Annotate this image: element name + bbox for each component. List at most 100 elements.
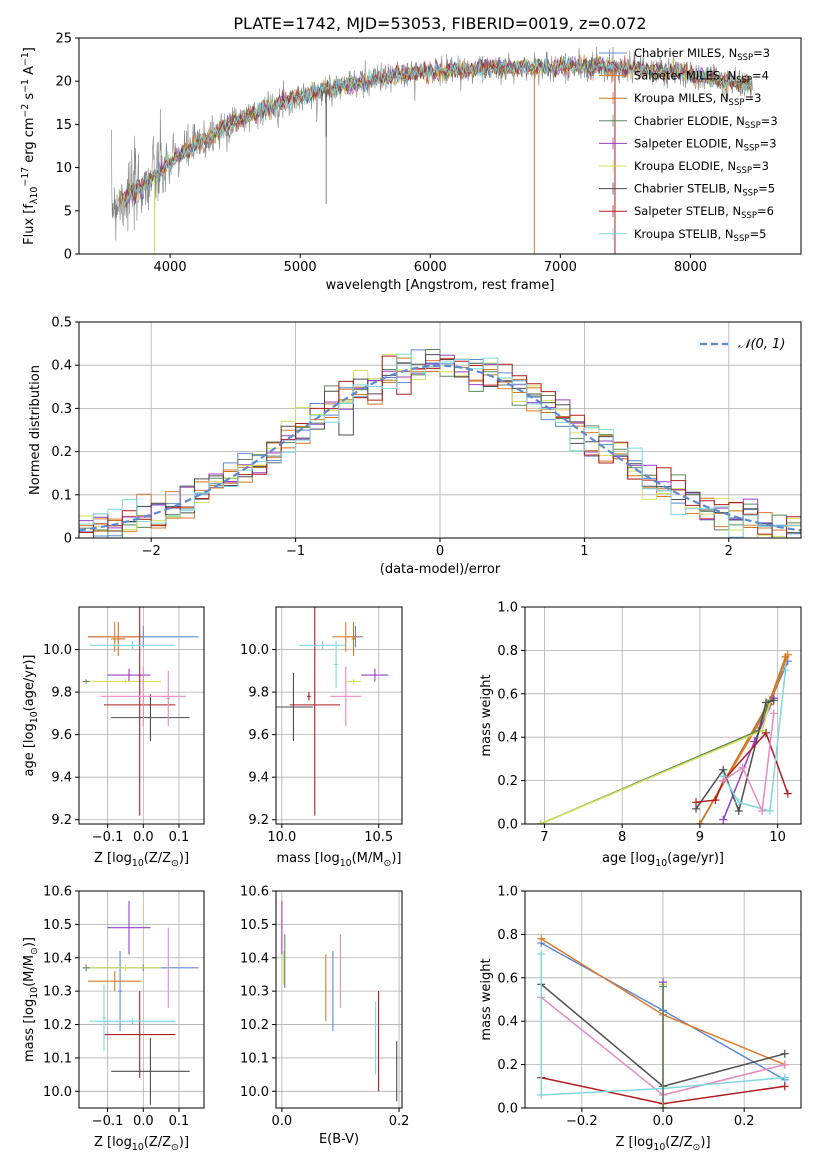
x-tick-label: −1 [286,544,305,559]
series-line [722,669,787,812]
x-axis-label-part: )] [700,1135,710,1150]
histogram-step [79,353,801,538]
series-marker [781,665,790,674]
series-marker [537,934,546,943]
y-tick-label: 0.0 [497,1102,518,1117]
y-tick-label: 10.0 [240,643,269,658]
panel-mass-vs-Z: −0.1 0.0 0.1 10.0 10.1 10.2 10.3 10.4 10.5 10.6 Z … [22,885,205,1153]
series-marker [750,737,759,746]
x-tick-label: 1 [580,544,588,559]
series-marker [762,728,771,737]
legend-label: Chabrier STELIB, NSSP=5 [634,182,775,199]
y-axis-label: Flux [fλ10−17 erg cm−2 s−1 A−1] [20,47,40,245]
y-tick-label: 10.4 [43,951,72,966]
legend-label: Kroupa MILES, NSSP=3 [634,91,761,108]
x-axis-label: mass [log10(M/M⊙)] [277,851,402,869]
series-marker [781,652,790,661]
y-tick-label: 0.2 [497,774,518,789]
y-axis-label-part: A [22,66,37,79]
series-line [699,656,787,824]
series-marker [758,806,767,815]
y-axis-label: mass weight [479,958,494,1040]
x-axis-label-part: (Z/Z [144,851,171,866]
y-axis-label-part: ] [22,47,37,52]
x-axis-label-part: mass [log [277,851,340,866]
y-tick-label: 10.1 [43,1051,72,1066]
panel-weight-vs-Z: −0.2 0.0 0.2 0.0 0.2 0.4 0.6 0.8 1.0 Z [log10(Z/Z… [479,885,802,1153]
legend-sub: SSP [736,76,752,86]
legend-label: Chabrier MILES, NSSP=3 [634,46,770,63]
x-tick-label: −0.1 [92,830,124,845]
x-tick-label: 0 [436,544,444,559]
series-marker [537,949,546,958]
series-marker [780,1060,789,1069]
legend-series-name: Salpeter ELODIE, N [634,136,744,150]
x-axis-label: (data-model)/error [380,562,501,577]
axes-frame [78,37,802,255]
y-axis-label: mass weight [479,674,494,756]
y-tick-label: 9.2 [248,813,269,828]
legend-label: Kroupa STELIB, NSSP=5 [634,227,766,244]
y-tick-label: 10.0 [43,1085,72,1100]
plot-area [79,349,801,538]
legend-series-name: Salpeter MILES, N [634,69,736,83]
y-tick-label: 1.0 [497,601,518,616]
y-axis-label-part: 10 [29,187,40,199]
series-line [722,713,775,814]
series-marker [719,815,728,824]
y-tick-label: 10.0 [43,643,72,658]
y-tick-label: 9.4 [51,771,72,786]
x-tick-label: 0.1 [169,830,190,845]
x-axis-label-part: )] [179,851,189,866]
figure-title: PLATE=1742, MJD=53053, FIBERID=0019, z=0… [233,14,646,33]
x-tick-label: 0.0 [133,830,154,845]
x-axis-label-part: ⊙ [171,1142,179,1153]
series-marker [769,696,778,705]
y-tick-label: 9.8 [51,686,72,701]
x-tick-label: 5000 [284,260,317,275]
x-tick-label: −0.2 [566,1114,598,1129]
legend-label: Salpeter STELIB, NSSP=6 [634,204,774,221]
series-marker [769,709,778,718]
x-tick-label: −0.1 [92,1114,124,1129]
x-tick-label: 10.0 [267,830,296,845]
legend-n: =5 [749,227,766,241]
x-tick-label: 0.1 [169,1114,190,1129]
legend-series-name: Kroupa STELIB, N [634,227,734,241]
x-axis-label-part: Z [log [94,851,132,866]
x-tick-label: 0.0 [653,1114,674,1129]
series-marker [780,1073,789,1082]
y-tick-label: 10 [55,161,72,176]
y-tick-label: 10.2 [240,1018,269,1033]
y-tick-label: 10.2 [43,1018,72,1033]
y-axis-label: age [log10(age/yr)] [22,655,40,777]
y-tick-label: 15 [55,118,72,133]
legend-series-name: Chabrier ELODIE, N [634,114,745,128]
y-tick-label: 0.8 [497,928,518,943]
model-line [122,55,752,208]
x-tick-label: 0.2 [734,1114,755,1129]
x-axis-label-part: 10 [653,1142,665,1153]
legend-sub: SSP [745,121,761,131]
series-marker [762,698,771,707]
legend-n: =3 [753,46,770,60]
y-tick-label: 0.5 [51,316,72,331]
y-tick-label: 0.2 [51,445,72,460]
histogram-step [79,354,801,538]
y-tick-label: 9.6 [248,728,269,743]
y-tick-label: 10.6 [240,885,269,900]
y-tick-label: 9.2 [51,813,72,828]
x-axis-label-part: Z [log [615,1135,653,1150]
x-tick-label: −2 [142,544,161,559]
x-tick-label: 6000 [414,260,447,275]
x-tick-label: 10.5 [364,830,393,845]
x-axis-label: age [log10(age/yr)] [602,851,724,869]
plot-area [82,901,199,1105]
y-tick-label: 9.8 [248,686,269,701]
x-axis-label-part: ⊙ [171,858,179,869]
y-tick-label: 10.5 [43,918,72,933]
histogram-step [79,353,801,538]
y-tick-label: 0.1 [51,488,72,503]
y-tick-label: 10.6 [43,885,72,900]
